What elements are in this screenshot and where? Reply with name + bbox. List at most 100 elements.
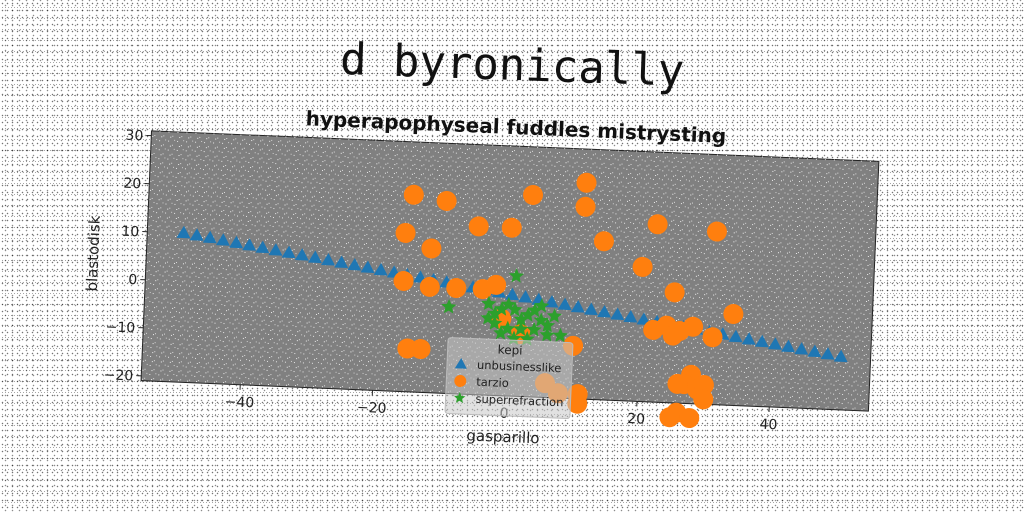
unbusinesslike-point bbox=[583, 302, 598, 316]
tarzio-point bbox=[468, 216, 489, 237]
tarzio-point bbox=[706, 221, 727, 242]
unbusinesslike-point bbox=[623, 309, 638, 323]
tarzio-point bbox=[679, 408, 700, 429]
tarzio-point bbox=[436, 190, 457, 211]
unbusinesslike-point bbox=[833, 349, 848, 363]
tarzio-point bbox=[683, 316, 704, 337]
unbusinesslike-point bbox=[794, 342, 809, 355]
superrefraction-point bbox=[520, 307, 536, 322]
legend-label-unbusinesslike: unbusinesslike bbox=[477, 358, 562, 376]
tarzio-point bbox=[702, 327, 723, 348]
tarzio-point bbox=[632, 256, 653, 277]
tarzio-point bbox=[421, 238, 442, 259]
y-axis-label: blastodisk bbox=[83, 215, 104, 292]
superrefraction-point bbox=[487, 315, 503, 330]
superrefraction-point bbox=[481, 295, 497, 311]
superrefraction-point bbox=[552, 327, 568, 343]
y-tick-label: −20 bbox=[103, 367, 133, 384]
unbusinesslike-point bbox=[781, 339, 796, 353]
legend-box bbox=[444, 337, 574, 420]
tarzio-point bbox=[659, 407, 680, 428]
tarzio-point bbox=[393, 270, 414, 291]
superrefraction-point bbox=[441, 298, 457, 314]
y-tick-label: 10 bbox=[121, 224, 139, 241]
x-tick-label: 40 bbox=[759, 417, 777, 434]
unbusinesslike-point bbox=[215, 233, 230, 246]
tarzio-point bbox=[446, 277, 467, 298]
superrefraction-point bbox=[546, 308, 563, 323]
superrefraction-point bbox=[526, 321, 542, 337]
superrefraction-point bbox=[513, 321, 529, 336]
unbusinesslike-point bbox=[202, 230, 217, 244]
tarzio-point bbox=[567, 393, 588, 414]
unbusinesslike-point bbox=[518, 290, 533, 303]
unbusinesslike-point bbox=[347, 257, 362, 271]
superrefraction-point bbox=[480, 310, 496, 325]
unbusinesslike-point bbox=[597, 305, 612, 318]
tarzio-point bbox=[419, 276, 440, 297]
unbusinesslike-point bbox=[610, 307, 625, 321]
legend-label-tarzio: tarzio bbox=[476, 375, 509, 390]
tarzio-point bbox=[693, 389, 714, 410]
legend-marker-tarzio bbox=[454, 375, 467, 388]
tarzio-point bbox=[403, 184, 424, 205]
superrefraction-point bbox=[539, 327, 555, 342]
tarzio-point bbox=[523, 184, 544, 205]
unbusinesslike-point bbox=[176, 225, 191, 239]
unbusinesslike-point bbox=[820, 347, 835, 360]
unbusinesslike-point bbox=[636, 312, 651, 325]
unbusinesslike-point bbox=[255, 240, 270, 254]
superrefraction-point bbox=[501, 296, 517, 312]
unbusinesslike-point bbox=[807, 344, 822, 358]
tarzio-point bbox=[486, 274, 507, 295]
tarzio-point bbox=[395, 222, 416, 243]
x-tick-label: 20 bbox=[627, 411, 645, 428]
x-tick-label: −40 bbox=[224, 394, 254, 411]
tarzio-point bbox=[723, 304, 744, 325]
unbusinesslike-point bbox=[281, 245, 296, 259]
legend-marker-superrefraction bbox=[453, 392, 466, 404]
unbusinesslike-point bbox=[557, 297, 572, 311]
superrefraction-point bbox=[534, 298, 550, 313]
unbusinesslike-point bbox=[360, 260, 375, 273]
unbusinesslike-point bbox=[754, 334, 769, 348]
superrefraction-point bbox=[493, 325, 509, 340]
tarzio-point bbox=[667, 373, 688, 394]
superrefraction-point bbox=[527, 302, 543, 318]
tarzio-point bbox=[575, 196, 596, 217]
y-tick-label: −10 bbox=[105, 319, 135, 336]
x-tick-label: −20 bbox=[357, 400, 387, 417]
tarzio-point bbox=[410, 339, 431, 360]
x-axis-label: gasparillo bbox=[466, 426, 540, 447]
superrefraction-point bbox=[513, 311, 529, 327]
unbusinesslike-point bbox=[268, 243, 283, 256]
unbusinesslike-point bbox=[229, 235, 244, 249]
y-tick-label: 20 bbox=[123, 176, 141, 193]
y-tick-label: 0 bbox=[128, 272, 138, 288]
legend-title: kepi bbox=[497, 343, 522, 358]
superrefraction-point bbox=[494, 301, 510, 316]
plot-noise bbox=[141, 130, 879, 412]
tarzio-point bbox=[647, 214, 668, 235]
unbusinesslike-point bbox=[321, 253, 336, 266]
superrefraction-point bbox=[507, 301, 523, 317]
unbusinesslike-point bbox=[189, 228, 204, 241]
unbusinesslike-point bbox=[242, 238, 257, 251]
chart-group: hyperapophyseal fuddles mistrysting gasp… bbox=[83, 106, 880, 447]
unbusinesslike-point bbox=[373, 262, 388, 276]
unbusinesslike-point bbox=[294, 248, 309, 261]
y-tick-label: 30 bbox=[125, 128, 143, 145]
superrefraction-point bbox=[508, 268, 525, 283]
unbusinesslike-point bbox=[767, 337, 782, 350]
tarzio-point bbox=[576, 172, 597, 193]
tarzio-point bbox=[593, 231, 614, 252]
superrefraction-point bbox=[533, 312, 549, 328]
unbusinesslike-point bbox=[334, 255, 349, 269]
legend-marker-unbusinesslike bbox=[454, 358, 467, 369]
unbusinesslike-point bbox=[505, 287, 520, 301]
tarzio-point bbox=[693, 374, 714, 395]
legend-label-superrefraction: superrefraction bbox=[475, 392, 563, 410]
unbusinesslike-point bbox=[307, 250, 322, 264]
